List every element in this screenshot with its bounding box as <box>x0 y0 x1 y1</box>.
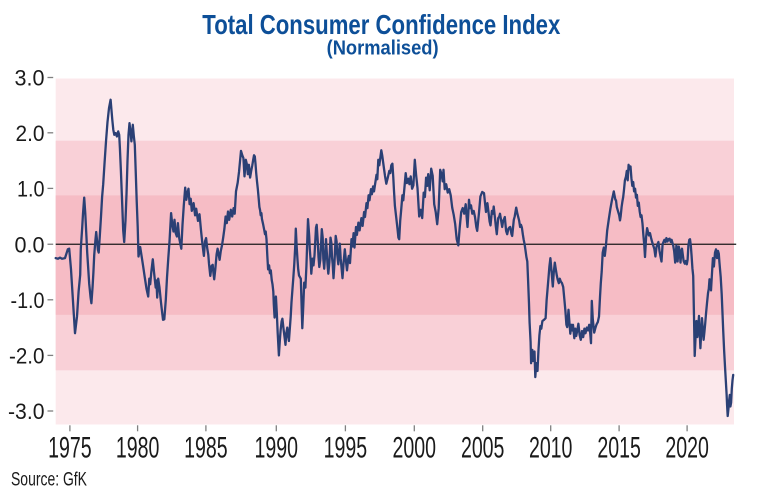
svg-text:1990: 1990 <box>255 432 299 465</box>
svg-text:2005: 2005 <box>461 432 505 465</box>
svg-text:-1.0: -1.0 <box>11 288 45 313</box>
svg-text:-2.0: -2.0 <box>9 343 45 368</box>
svg-text:2010: 2010 <box>529 432 573 465</box>
svg-text:1975: 1975 <box>48 432 92 465</box>
svg-text:2000: 2000 <box>393 432 437 465</box>
svg-text:Source: GfK: Source: GfK <box>11 469 87 490</box>
svg-text:1980: 1980 <box>116 432 160 465</box>
svg-text:-3.0: -3.0 <box>8 399 45 424</box>
svg-text:0.0: 0.0 <box>15 232 45 257</box>
svg-text:Total Consumer Confidence Inde: Total Consumer Confidence Index <box>202 9 561 40</box>
svg-text:1.0: 1.0 <box>17 176 45 201</box>
svg-text:2020: 2020 <box>665 432 709 465</box>
svg-text:2015: 2015 <box>597 432 641 465</box>
svg-text:(Normalised): (Normalised) <box>327 37 439 60</box>
svg-text:3.0: 3.0 <box>15 66 45 91</box>
svg-text:1985: 1985 <box>184 432 228 465</box>
svg-text:2.0: 2.0 <box>16 121 45 146</box>
svg-text:1995: 1995 <box>324 432 368 465</box>
